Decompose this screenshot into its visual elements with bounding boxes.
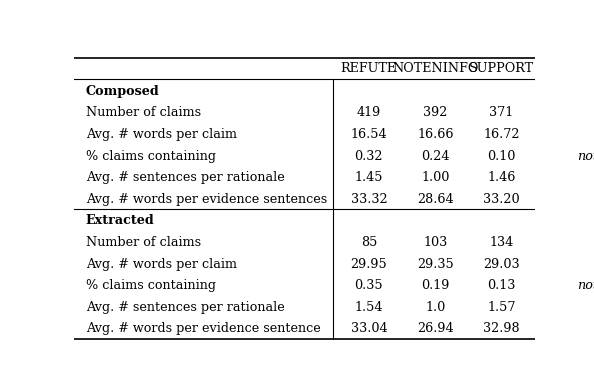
Text: 32.98: 32.98	[483, 322, 520, 335]
Text: 29.03: 29.03	[483, 258, 520, 271]
Text: 0.24: 0.24	[421, 150, 450, 162]
Text: 16.66: 16.66	[418, 128, 454, 141]
Text: 16.72: 16.72	[483, 128, 520, 141]
Text: % claims containing: % claims containing	[86, 279, 220, 292]
Text: REFUTE: REFUTE	[341, 62, 397, 75]
Text: 1.57: 1.57	[487, 301, 516, 314]
Text: 33.04: 33.04	[350, 322, 387, 335]
Text: 33.32: 33.32	[350, 193, 387, 206]
Text: Number of claims: Number of claims	[86, 236, 201, 249]
Text: 29.35: 29.35	[417, 258, 454, 271]
Text: 392: 392	[424, 106, 448, 119]
Text: 29.95: 29.95	[350, 258, 387, 271]
Text: 1.45: 1.45	[355, 171, 383, 184]
Text: Composed: Composed	[86, 85, 160, 98]
Text: 0.19: 0.19	[421, 279, 450, 292]
Text: 103: 103	[424, 236, 448, 249]
Text: Number of claims: Number of claims	[86, 106, 201, 119]
Text: Avg. # sentences per rationale: Avg. # sentences per rationale	[86, 171, 285, 184]
Text: 419: 419	[357, 106, 381, 119]
Text: 85: 85	[361, 236, 377, 249]
Text: 371: 371	[489, 106, 514, 119]
Text: 0.32: 0.32	[355, 150, 383, 162]
Text: not/no: not/no	[577, 150, 594, 162]
Text: Avg. # words per evidence sentences: Avg. # words per evidence sentences	[86, 193, 327, 206]
Text: 26.94: 26.94	[418, 322, 454, 335]
Text: SUPPORT: SUPPORT	[469, 62, 534, 75]
Text: 134: 134	[489, 236, 514, 249]
Text: 28.64: 28.64	[418, 193, 454, 206]
Text: 0.10: 0.10	[487, 150, 516, 162]
Text: 1.46: 1.46	[487, 171, 516, 184]
Text: Extracted: Extracted	[86, 214, 154, 227]
Text: 0.35: 0.35	[355, 279, 383, 292]
Text: 33.20: 33.20	[483, 193, 520, 206]
Text: not/no: not/no	[577, 279, 594, 292]
Text: % claims containing: % claims containing	[86, 150, 220, 162]
Text: 1.00: 1.00	[421, 171, 450, 184]
Text: Avg. # words per claim: Avg. # words per claim	[86, 258, 237, 271]
Text: Avg. # sentences per rationale: Avg. # sentences per rationale	[86, 301, 285, 314]
Text: 1.54: 1.54	[355, 301, 383, 314]
Text: Avg. # words per claim: Avg. # words per claim	[86, 128, 237, 141]
Text: NOTENINFO: NOTENINFO	[393, 62, 479, 75]
Text: 0.13: 0.13	[487, 279, 516, 292]
Text: 16.54: 16.54	[350, 128, 387, 141]
Text: 1.0: 1.0	[425, 301, 446, 314]
Text: Avg. # words per evidence sentence: Avg. # words per evidence sentence	[86, 322, 321, 335]
